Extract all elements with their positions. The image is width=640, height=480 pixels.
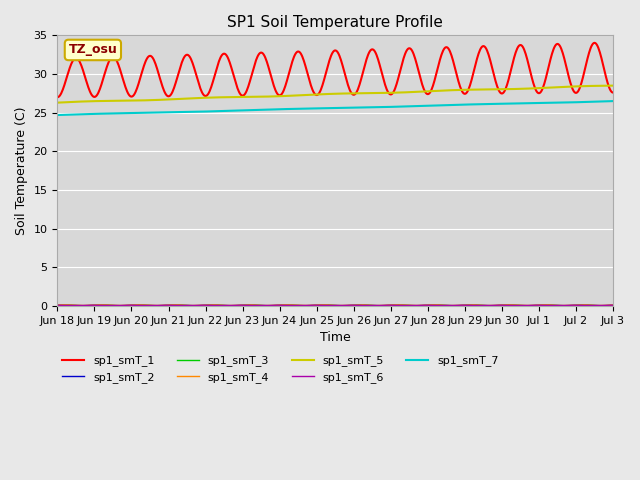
sp1_smT_4 <box>609 302 617 308</box>
sp1_smT_2 <box>178 302 186 308</box>
sp1_smT_3 <box>207 302 214 308</box>
sp1_smT_2 <box>207 302 215 308</box>
sp1_smT_2 <box>122 303 129 309</box>
sp1_smT_4 <box>63 302 71 308</box>
sp1_smT_2 <box>65 302 72 308</box>
Legend: sp1_smT_1, sp1_smT_2, sp1_smT_3, sp1_smT_4, sp1_smT_5, sp1_smT_6, sp1_smT_7: sp1_smT_1, sp1_smT_2, sp1_smT_3, sp1_smT… <box>58 351 503 387</box>
sp1_smT_5 <box>207 95 214 100</box>
sp1_smT_2 <box>54 302 61 308</box>
sp1_smT_7 <box>54 112 61 118</box>
sp1_smT_4 <box>179 302 186 308</box>
Title: SP1 Soil Temperature Profile: SP1 Soil Temperature Profile <box>227 15 443 30</box>
sp1_smT_4 <box>121 302 129 308</box>
sp1_smT_6 <box>458 302 466 308</box>
sp1_smT_1 <box>63 72 71 78</box>
sp1_smT_1 <box>591 40 598 46</box>
Line: sp1_smT_5: sp1_smT_5 <box>58 85 613 103</box>
sp1_smT_5 <box>177 96 185 102</box>
sp1_smT_4 <box>171 302 179 308</box>
sp1_smT_3 <box>420 302 428 308</box>
sp1_smT_7 <box>207 108 214 114</box>
sp1_smT_6 <box>121 302 129 308</box>
sp1_smT_1 <box>207 86 214 92</box>
Y-axis label: Soil Temperature (C): Soil Temperature (C) <box>15 107 28 235</box>
sp1_smT_6 <box>63 303 71 309</box>
sp1_smT_5 <box>403 89 410 95</box>
sp1_smT_6 <box>177 303 185 309</box>
sp1_smT_5 <box>121 98 129 104</box>
sp1_smT_6 <box>440 303 447 309</box>
sp1_smT_6 <box>207 302 214 308</box>
sp1_smT_6 <box>403 303 410 309</box>
sp1_smT_5 <box>54 100 61 106</box>
sp1_smT_3 <box>242 302 250 308</box>
Line: sp1_smT_7: sp1_smT_7 <box>58 101 613 115</box>
sp1_smT_1 <box>419 84 427 90</box>
sp1_smT_7 <box>121 110 129 116</box>
Text: TZ_osu: TZ_osu <box>68 44 117 57</box>
sp1_smT_3 <box>54 302 61 308</box>
sp1_smT_2 <box>600 303 607 309</box>
sp1_smT_3 <box>177 302 185 308</box>
sp1_smT_4 <box>404 302 412 308</box>
sp1_smT_6 <box>609 302 617 308</box>
Line: sp1_smT_2: sp1_smT_2 <box>58 305 613 306</box>
sp1_smT_4 <box>152 302 160 308</box>
sp1_smT_1 <box>177 62 185 68</box>
sp1_smT_2 <box>609 302 617 308</box>
sp1_smT_4 <box>208 302 216 308</box>
sp1_smT_7 <box>63 112 71 118</box>
sp1_smT_3 <box>609 302 617 308</box>
sp1_smT_7 <box>177 109 185 115</box>
X-axis label: Time: Time <box>320 331 351 344</box>
sp1_smT_4 <box>54 302 61 308</box>
sp1_smT_3 <box>404 303 412 309</box>
sp1_smT_1 <box>54 95 61 100</box>
sp1_smT_1 <box>403 48 410 53</box>
sp1_smT_6 <box>54 302 61 308</box>
sp1_smT_6 <box>419 302 427 308</box>
sp1_smT_3 <box>63 302 71 308</box>
sp1_smT_2 <box>63 302 70 308</box>
sp1_smT_5 <box>609 83 617 88</box>
sp1_smT_3 <box>121 303 129 309</box>
sp1_smT_5 <box>419 89 427 95</box>
sp1_smT_5 <box>63 99 71 105</box>
Line: sp1_smT_1: sp1_smT_1 <box>58 43 613 97</box>
sp1_smT_4 <box>420 302 428 308</box>
sp1_smT_7 <box>403 104 410 109</box>
sp1_smT_1 <box>121 82 129 87</box>
sp1_smT_2 <box>404 302 412 308</box>
sp1_smT_3 <box>260 303 268 309</box>
sp1_smT_1 <box>609 90 617 96</box>
sp1_smT_7 <box>609 98 617 104</box>
sp1_smT_7 <box>419 103 427 109</box>
sp1_smT_2 <box>420 303 428 309</box>
